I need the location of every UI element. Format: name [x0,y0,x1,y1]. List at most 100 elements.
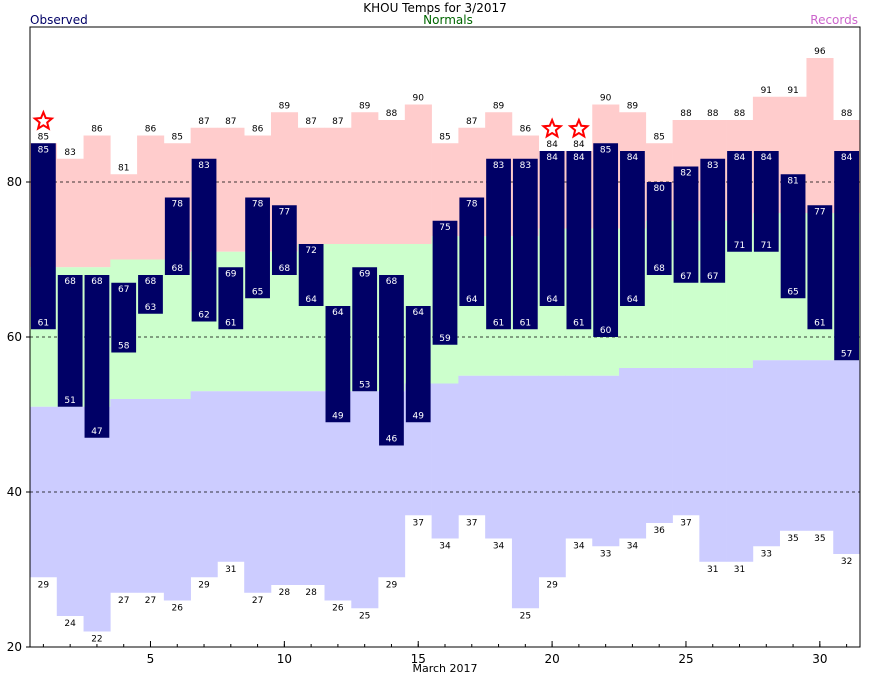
observed-high-label: 83 [493,161,504,171]
observed-low-label: 59 [439,334,451,344]
x-tick-label: 5 [147,652,155,666]
record-low-label: 27 [145,596,156,606]
observed-low-label: 61 [573,318,584,328]
observed-bar [57,275,83,407]
observed-low-label: 67 [707,272,718,282]
record-low-label: 37 [680,518,691,528]
record-star-icon [567,117,590,139]
record-high-label: 89 [279,101,291,111]
observed-low-label: 64 [305,295,317,305]
observed-bar [218,267,244,330]
observed-bar [164,197,190,275]
observed-low-label: 68 [172,264,184,274]
observed-low-label: 65 [252,287,263,297]
observed-high-label: 78 [466,200,478,210]
observed-high-label: 84 [546,153,558,163]
record-low-band [270,391,299,585]
record-low-band [538,375,566,578]
legend-observed: Observed [30,13,88,27]
observed-bars: 85 61 68 51 68 47 67 58 68 63 78 68 83 62 69 61 78 65 77 68… [31,143,859,446]
record-low-label: 31 [734,565,745,575]
observed-low-label: 64 [466,295,478,305]
record-high-label: 96 [814,47,826,57]
record-low-band [217,391,245,562]
normal-band [163,259,191,399]
observed-high-label: 68 [64,277,76,287]
record-high-label: 87 [225,117,236,127]
record-high-band [83,135,111,268]
observed-bar [459,197,485,306]
y-tick-label: 80 [7,175,22,189]
record-high-band [217,127,245,252]
record-high-label: 86 [252,125,264,135]
observed-bar [486,158,511,330]
record-low-label: 34 [439,542,451,552]
record-low-label: 26 [172,604,184,614]
observed-high-label: 77 [279,207,290,217]
record-high-label: 91 [761,86,772,96]
record-low-label: 34 [493,542,505,552]
observed-bar [646,182,672,275]
record-low-label: 25 [520,611,531,621]
record-low-band [190,391,218,578]
observed-high-label: 83 [198,161,209,171]
record-high-label: 85 [38,132,49,142]
observed-bar [245,197,270,299]
record-high-label: 88 [680,109,692,119]
observed-high-label: 84 [761,153,773,163]
record-high-label: 90 [600,94,612,104]
observed-bar [84,275,110,438]
observed-high-label: 80 [653,184,665,194]
record-low-band [431,383,459,539]
observed-high-label: 68 [145,277,157,287]
record-high-label: 89 [359,101,371,111]
observed-bar [620,151,645,306]
x-tick-label: 10 [277,652,292,666]
observed-bar [727,151,752,252]
observed-bar [512,158,538,330]
record-low-band [645,368,673,523]
x-axis: 5 10 15 20 25 30 [42,641,848,666]
record-high-band [324,127,352,244]
observed-low-label: 62 [198,311,209,321]
observed-high-label: 85 [600,145,611,155]
observed-low-label: 71 [734,241,745,251]
observed-bar [539,151,565,306]
x-axis-label: March 2017 [412,662,477,675]
observed-low-label: 71 [761,241,772,251]
observed-bar [191,158,217,322]
record-high-label: 91 [787,86,798,96]
record-low-label: 26 [332,604,344,614]
record-low-band [110,399,138,593]
observed-bar [432,220,458,345]
observed-low-label: 65 [787,287,798,297]
observed-high-label: 84 [841,153,853,163]
record-low-band [163,399,191,601]
observed-low-label: 61 [520,318,531,328]
y-tick-label: 40 [7,485,22,499]
observed-high-label: 84 [734,153,746,163]
x-tick-label: 25 [678,652,693,666]
record-high-band [110,174,138,260]
record-high-label: 88 [386,109,398,119]
observed-low-label: 61 [225,318,236,328]
chart-title: KHOU Temps for 3/2017 [363,1,507,15]
observed-bar [673,166,699,283]
record-low-band [297,391,325,585]
record-low-band [83,406,111,632]
record-star-icon [540,117,564,139]
observed-bar [352,267,378,392]
record-low-label: 24 [64,619,76,629]
observed-low-label: 68 [279,264,291,274]
record-low-label: 29 [386,580,398,590]
observed-bar [271,205,297,275]
record-low-label: 29 [198,580,210,590]
legend-records: Records [810,13,858,27]
record-high-label: 87 [466,117,477,127]
record-high-label: 85 [172,132,183,142]
observed-high-label: 81 [787,176,798,186]
record-low-band [726,368,754,562]
observed-bar [700,158,726,283]
observed-low-label: 60 [600,326,612,336]
